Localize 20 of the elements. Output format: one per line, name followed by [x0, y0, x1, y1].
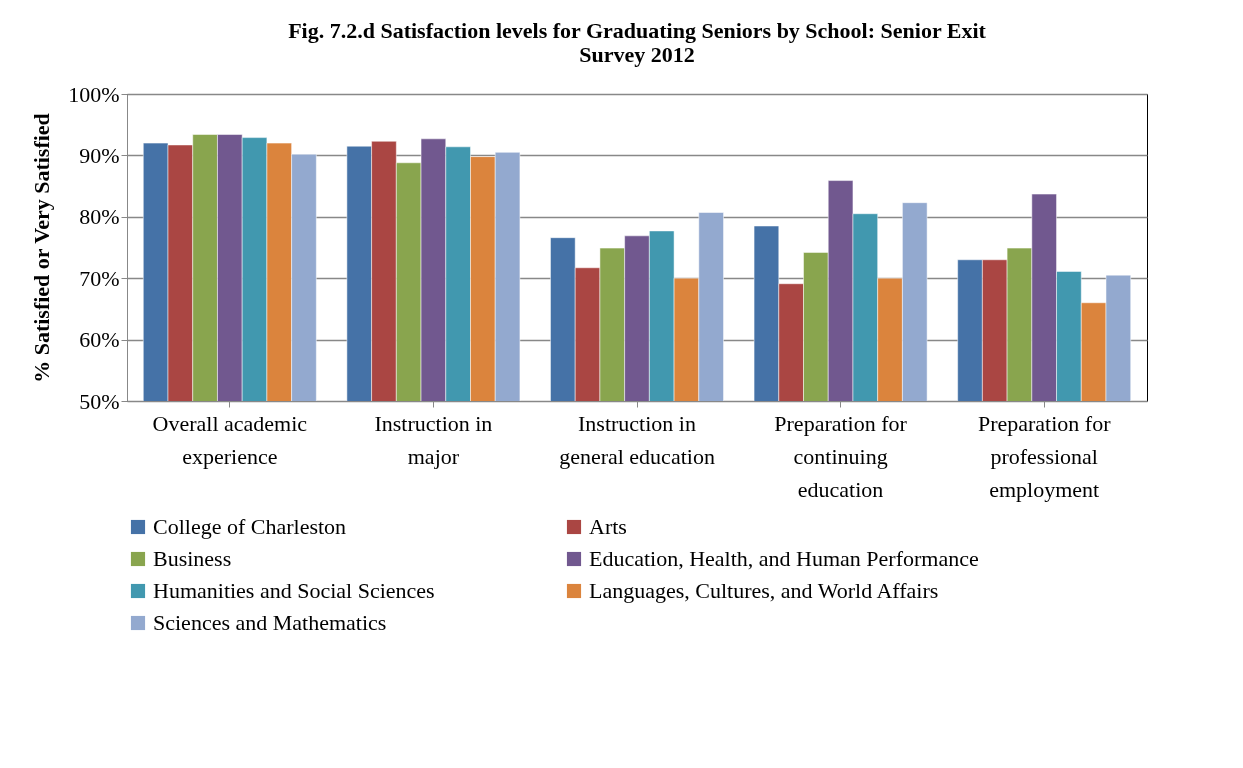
legend-label: Languages, Cultures, and World Affairs	[589, 578, 939, 603]
y-tick-label: 80%	[79, 204, 120, 230]
y-tick-label: 100%	[68, 81, 120, 107]
legend-label: College of Charleston	[153, 514, 347, 539]
x-tick-label: Instruction in major	[374, 410, 493, 469]
y-tick-label: 70%	[79, 265, 120, 291]
x-tick-label: Preparation for professional employment	[977, 410, 1112, 502]
y-tick-label: 90%	[79, 142, 120, 168]
y-axis-title: % Satisfied or Very Satisfied	[29, 113, 55, 383]
legend-label: Arts	[589, 514, 627, 539]
x-tick-label: Overall academic experience	[152, 410, 308, 469]
y-tick-label: 50%	[79, 388, 120, 414]
chart-title: Fig. 7.2.d Satisfaction levels for Graduating Seniors by School: Senior Exit Survey 2012	[288, 18, 987, 67]
legend-label: Humanities and Social Sciences	[153, 578, 435, 603]
x-tick-label: Preparation for continuing education	[774, 410, 908, 502]
y-tick-label: 60%	[79, 327, 120, 353]
legend-label: Business	[153, 546, 232, 571]
legend-label: Sciences and Mathematics	[153, 610, 387, 635]
x-tick-label: Instruction in general education	[559, 410, 715, 469]
legend-label: Education, Health, and Human Performance	[589, 546, 979, 571]
